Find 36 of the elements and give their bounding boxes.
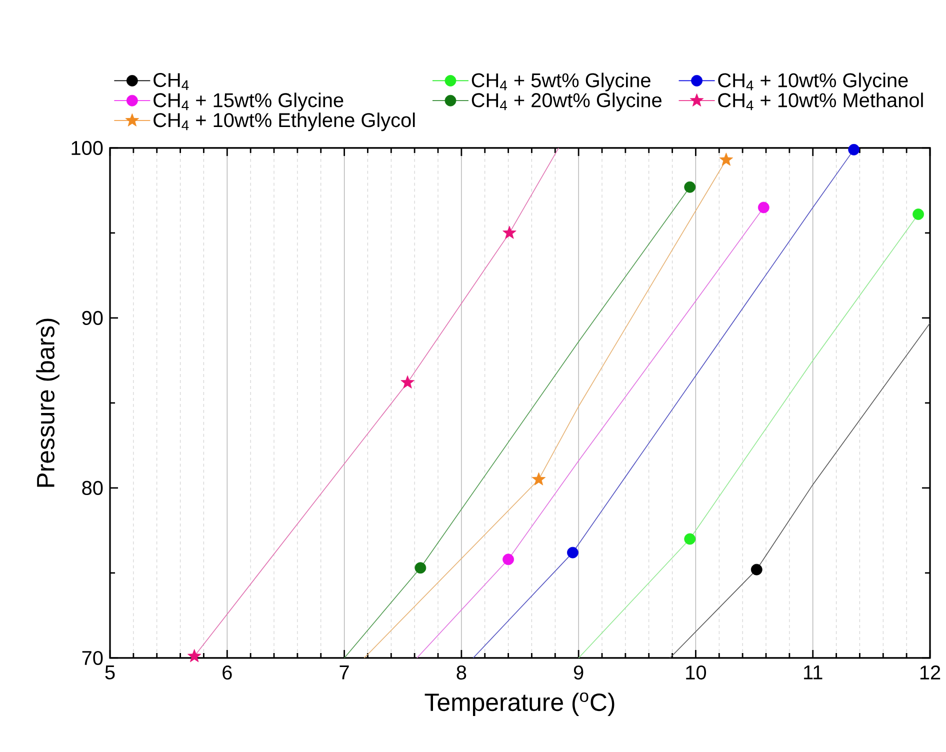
x-tick-label: 10 <box>686 666 706 680</box>
point <box>750 564 762 576</box>
y-tick-label: 70 <box>82 650 103 666</box>
legend-label: CH$_{4}$ + 10wt% Glycine <box>718 72 908 92</box>
x-tick-label: 12 <box>920 666 940 680</box>
legend-label: CH$_{4}$ + 15wt% Glycine <box>154 92 344 112</box>
point <box>684 533 696 545</box>
legend-label: CH$_{4}$ + 5wt% Glycine <box>472 72 650 92</box>
legend-label: CH$_{4}$ + 10wt% Methanol <box>718 92 923 110</box>
point <box>502 554 514 566</box>
point <box>400 375 414 388</box>
point <box>567 546 578 558</box>
y-tick-label: 80 <box>82 480 103 496</box>
legend-label: CH$_{4}$ + 10wt% Ethylene Glycol <box>154 112 415 132</box>
point <box>719 152 734 166</box>
y-tick-label: 100 <box>72 140 103 156</box>
point <box>684 181 696 193</box>
y-axis-title: Pressure (bars) <box>36 318 60 487</box>
line-series <box>670 322 930 658</box>
point <box>187 649 202 662</box>
x-tick-label: 9 <box>574 666 584 680</box>
x-tick-label: 5 <box>105 666 115 680</box>
point <box>502 226 516 239</box>
x-tick-label: 6 <box>222 666 232 680</box>
x-tick-label: 8 <box>456 666 466 680</box>
point <box>758 202 770 214</box>
x-tick-label: 7 <box>340 666 349 680</box>
point <box>414 562 426 574</box>
point <box>912 208 924 220</box>
x-axis-title: Temperature ($^{o}$C) <box>424 692 614 716</box>
y-tick-label: 90 <box>82 310 103 326</box>
point <box>532 472 546 486</box>
legend-label: CH$_{4}$ + 20wt% Glycine <box>472 92 662 112</box>
point <box>848 144 860 156</box>
legend-label: CH$_{4}$ <box>154 73 189 90</box>
x-tick-label: 11 <box>804 666 822 680</box>
